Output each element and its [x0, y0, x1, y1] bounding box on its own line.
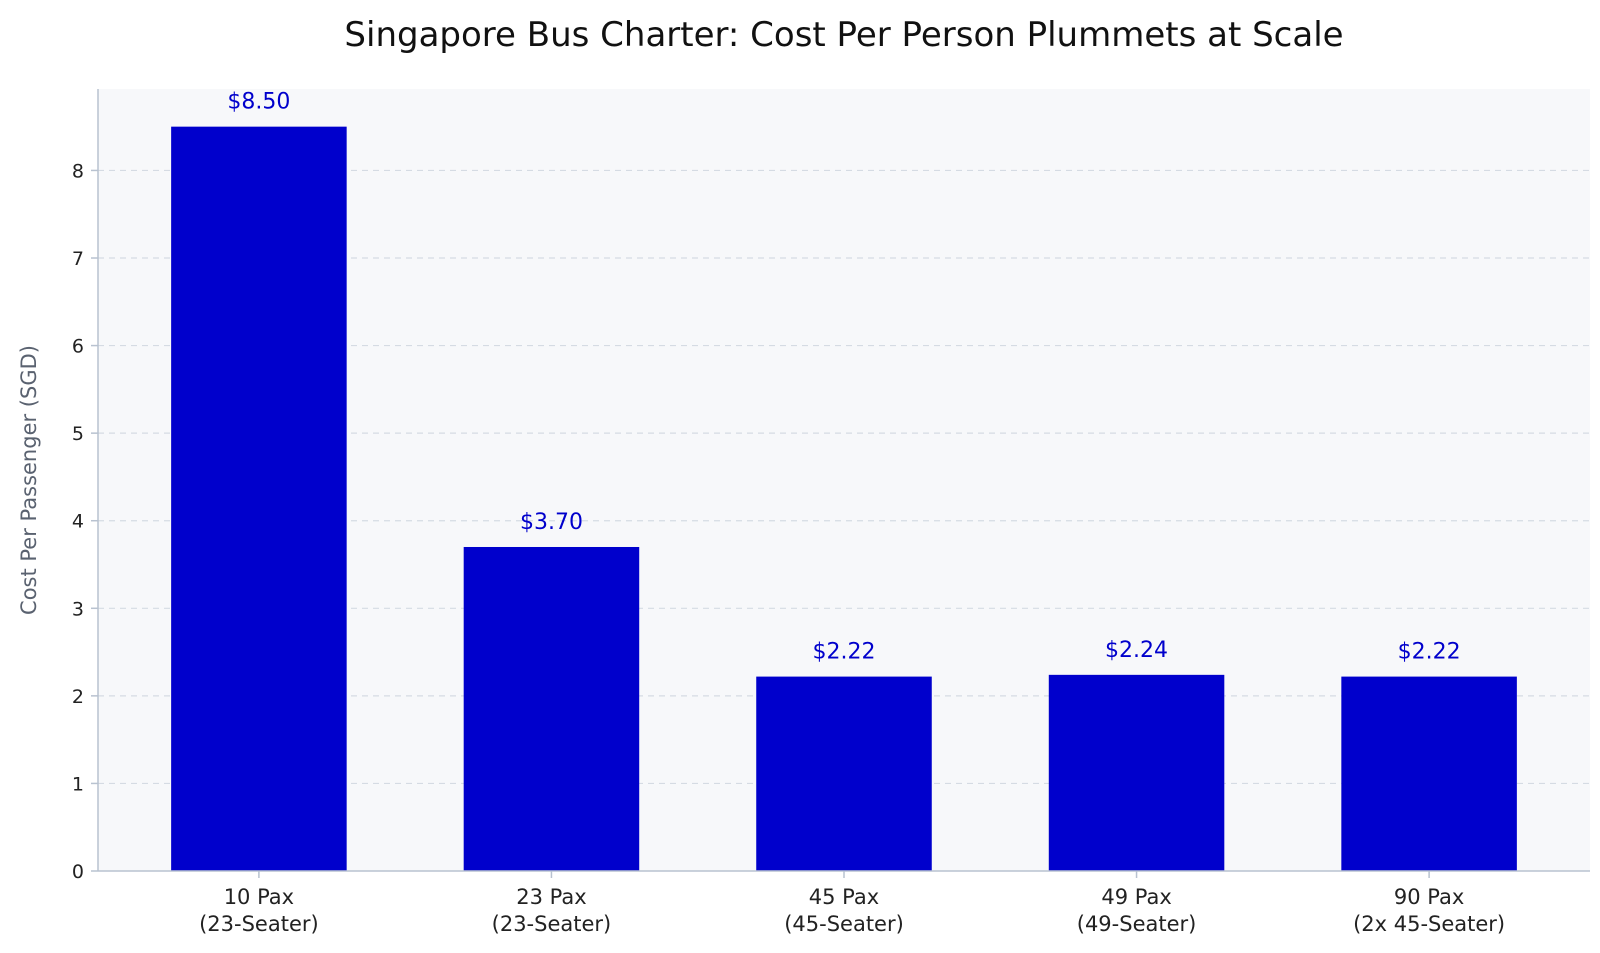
x-tick-label-3: 49 Pax (49-Seater)	[1077, 885, 1197, 936]
y-tick-label-1: 1	[72, 773, 84, 795]
x-tick-label-0: 10 Pax (23-Seater)	[199, 885, 319, 936]
y-tick-label-7: 7	[72, 248, 84, 270]
bars	[171, 126, 1517, 872]
y-tick-label-2: 2	[72, 686, 84, 708]
x-tick-label-2: 45 Pax (45-Seater)	[784, 885, 904, 936]
y-axis-ticks: 0 1 2 3 4 5 6 7 8	[72, 160, 98, 883]
x-tick-label-4: 90 Pax (2x 45-Seater)	[1353, 885, 1505, 936]
y-tick-label-5: 5	[72, 423, 84, 445]
bar-value-label-2: $2.22	[813, 640, 876, 665]
bar-value-label-0: $8.50	[227, 90, 290, 115]
bar-1	[463, 546, 640, 871]
x-axis-ticks: 10 Pax (23-Seater) 23 Pax (23-Seater) 45 Pax…	[199, 871, 1505, 936]
bar-4	[1341, 676, 1517, 871]
y-tick-label-0: 0	[72, 861, 84, 883]
x-tick-label-1: 23 Pax (23-Seater)	[492, 885, 612, 936]
bar-value-label-3: $2.24	[1105, 638, 1168, 663]
y-tick-label-8: 8	[72, 160, 84, 182]
bar-value-labels: $8.50 $3.70 $2.22 $2.24 $2.22	[227, 90, 1460, 665]
bar-value-label-1: $3.70	[520, 510, 583, 535]
y-tick-label-4: 4	[72, 511, 84, 533]
bar-3	[1048, 674, 1225, 871]
y-axis-title: Cost Per Passenger (SGD)	[17, 345, 41, 615]
bar-0	[171, 126, 347, 872]
bar-2	[756, 676, 932, 871]
y-tick-label-6: 6	[72, 336, 84, 358]
bar-value-label-4: $2.22	[1398, 640, 1461, 665]
chart-title: Singapore Bus Charter: Cost Per Person P…	[344, 15, 1343, 55]
y-tick-label-3: 3	[72, 598, 84, 620]
